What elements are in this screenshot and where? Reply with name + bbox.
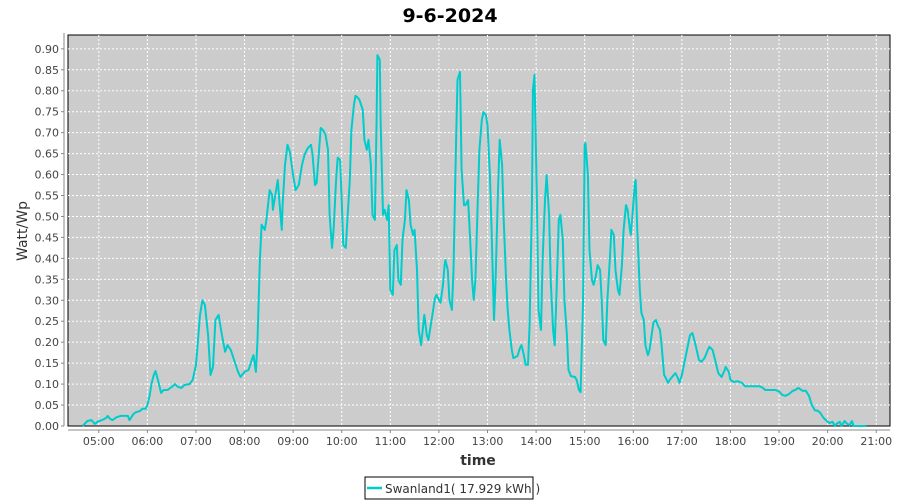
- y-tick-label: 0.35: [35, 273, 60, 286]
- x-tick-label: 17:00: [666, 435, 698, 448]
- x-tick-label: 18:00: [715, 435, 747, 448]
- y-tick-label: 0.85: [35, 64, 60, 77]
- x-tick-label: 09:00: [277, 435, 309, 448]
- x-tick-label: 10:00: [326, 435, 358, 448]
- x-tick-label: 05:00: [83, 435, 115, 448]
- y-tick-label: 0.15: [35, 357, 60, 370]
- y-axis-label: Watt/Wp: [15, 201, 31, 261]
- y-tick-label: 0.10: [35, 378, 60, 391]
- y-tick-label: 0.45: [35, 231, 60, 244]
- plot-area: [67, 34, 891, 427]
- legend-box: [364, 476, 534, 500]
- y-tick-label: 0.75: [35, 106, 60, 119]
- x-tick-label: 16:00: [617, 435, 649, 448]
- y-tick-label: 0.80: [35, 85, 60, 98]
- y-axis: 0.00 0.05 0.10 0.15 0.20 0.25 0.30 0.35 0.40 0.45…: [35, 33, 65, 433]
- y-tick-label: 0.25: [35, 315, 60, 328]
- x-tick-label: 07:00: [180, 435, 212, 448]
- y-tick-label: 0.50: [35, 210, 60, 223]
- x-tick-label: 11:00: [374, 435, 406, 448]
- y-tick-label: 0.05: [35, 399, 60, 412]
- x-tick-label: 12:00: [423, 435, 455, 448]
- x-tick-label: 20:00: [812, 435, 844, 448]
- y-tick-label: 0.65: [35, 148, 60, 161]
- y-tick-label: 0.40: [35, 252, 60, 265]
- x-tick-label: 08:00: [229, 435, 261, 448]
- y-tick-label: 0.30: [35, 294, 60, 307]
- y-tick-label: 0.90: [35, 43, 60, 56]
- x-tick-label: 06:00: [132, 435, 164, 448]
- x-tick-label: 21:00: [860, 435, 892, 448]
- legend: Swanland1( 17.929 kWh ): [364, 476, 540, 500]
- y-tick-label: 0.00: [35, 420, 60, 433]
- y-tick-label: 0.20: [35, 336, 60, 349]
- y-tick-label: 0.55: [35, 190, 60, 203]
- y-tick-label: 0.70: [35, 127, 60, 140]
- y-tick-label: 0.60: [35, 169, 60, 182]
- x-tick-label: 14:00: [520, 435, 552, 448]
- chart-title: 9-6-2024: [402, 5, 497, 27]
- x-tick-label: 15:00: [569, 435, 601, 448]
- x-axis: 05:00 06:00 07:00 08:00 09:00 10:00 11:00 12:00…: [68, 429, 892, 448]
- x-tick-label: 19:00: [763, 435, 795, 448]
- series-line-swanland1: [81, 54, 867, 427]
- legend-entry: Swanland1( 17.929 kWh ): [385, 482, 540, 496]
- x-tick-label: 13:00: [472, 435, 504, 448]
- x-axis-label: time: [460, 453, 496, 469]
